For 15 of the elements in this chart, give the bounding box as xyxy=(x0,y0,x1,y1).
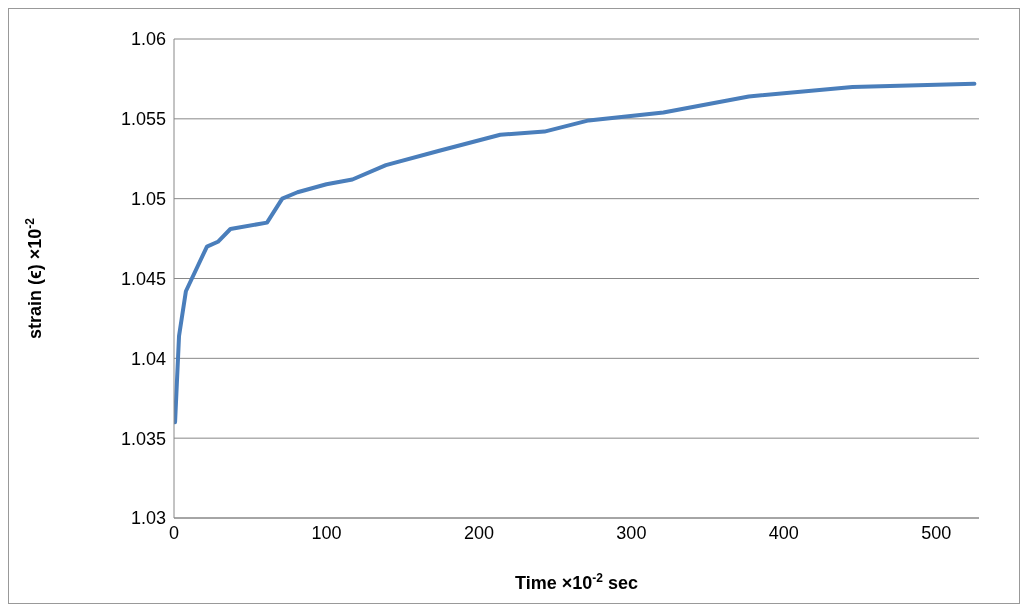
x-tick-label: 100 xyxy=(311,522,342,543)
x-tick-label: 300 xyxy=(616,522,647,543)
x-tick-label: 500 xyxy=(921,522,952,543)
y-tick-label: 1.05 xyxy=(130,189,166,210)
x-axis-title: Time ×10$^{-2}$ sec xyxy=(515,571,638,593)
y-tick-label: 1.03 xyxy=(130,508,166,529)
x-tick-label: 400 xyxy=(768,522,799,543)
y-tick-label: 1.045 xyxy=(120,268,166,289)
y-tick-label: 1.06 xyxy=(130,29,166,50)
x-tick-label: 200 xyxy=(463,522,494,543)
y-tick-label: 1.055 xyxy=(120,109,166,130)
x-tick-label: 0 xyxy=(168,522,180,543)
y-tick-label: 1.04 xyxy=(130,348,166,369)
y-tick-label: 1.035 xyxy=(120,428,166,449)
line-series xyxy=(174,81,977,425)
